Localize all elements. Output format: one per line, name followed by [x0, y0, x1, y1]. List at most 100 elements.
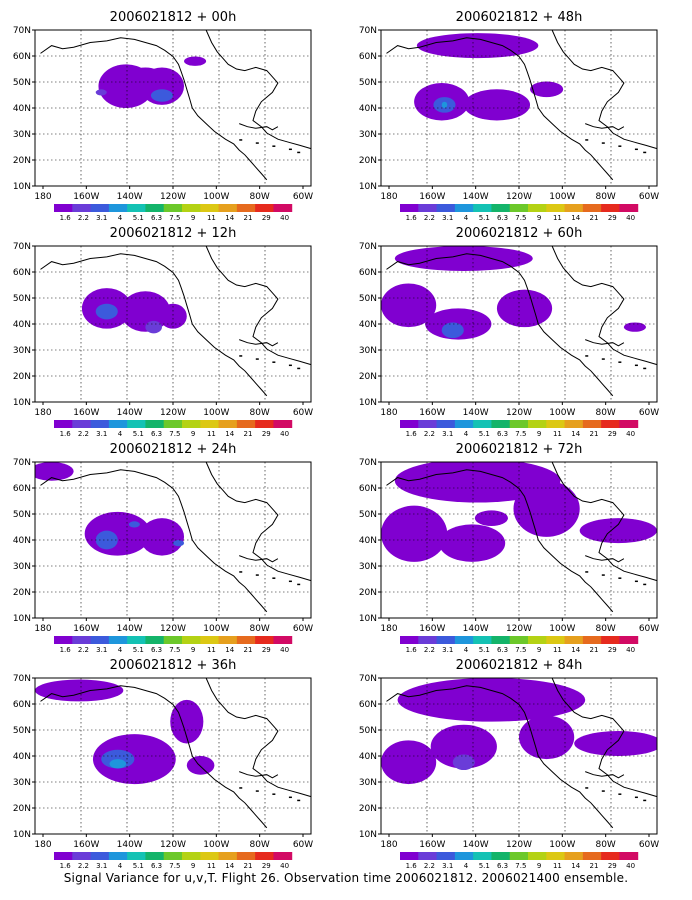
colorbar-swatch	[127, 852, 146, 860]
lat-label: 50N	[359, 294, 377, 304]
colorbar-swatch	[255, 204, 274, 212]
colorbar-swatch	[72, 636, 92, 644]
colorbar-label: 4	[118, 646, 123, 654]
lat-label: 50N	[359, 78, 377, 88]
colorbar: 1.6 2.2 3.1 4 5.1 6.3 7.5 9 11 14 21 29 40	[54, 636, 293, 654]
colorbar-swatch	[454, 636, 474, 644]
lon-label: 120W	[160, 840, 186, 850]
colorbar-swatch	[90, 852, 110, 860]
lat-label: 20N	[359, 588, 377, 598]
signal-field	[381, 246, 646, 340]
lon-label: 160W	[73, 192, 99, 202]
lon-label: 80W	[249, 624, 269, 634]
island	[601, 142, 605, 144]
variance-contour	[574, 731, 657, 756]
variance-contour	[463, 89, 531, 121]
island	[618, 145, 622, 147]
colorbar-label: 29	[262, 646, 271, 654]
colorbar-swatch	[509, 636, 529, 644]
lon-label: 120W	[506, 408, 532, 418]
lat-label: 20N	[359, 156, 377, 166]
colorbar-label: 7.5	[515, 646, 526, 654]
colorbar-label: 9	[191, 214, 195, 222]
colorbar-label: 29	[608, 862, 617, 870]
lat-label: 50N	[359, 726, 377, 736]
colorbar-label: 14	[225, 214, 234, 222]
lon-label: 180	[34, 624, 51, 634]
colorbar-label: 11	[553, 646, 562, 654]
colorbar-label: 40	[280, 214, 289, 222]
colorbar-label: 4	[464, 214, 469, 222]
colorbar-label: 40	[626, 646, 635, 654]
lon-label: 60W	[293, 408, 313, 418]
colorbar-label: 5.1	[479, 646, 490, 654]
figure-caption: Signal Variance for u,v,T. Flight 26. Ob…	[63, 871, 629, 885]
lat-label: 10N	[13, 182, 31, 192]
colorbar-label: 1.6	[60, 862, 72, 870]
colorbar-label: 5.1	[133, 214, 144, 222]
colorbar-swatch	[491, 636, 511, 644]
variance-contour	[170, 699, 204, 744]
coastline	[386, 37, 614, 181]
lon-label: 160W	[73, 408, 99, 418]
coastline	[551, 245, 658, 366]
colorbar: 1.6 2.2 3.1 4 5.1 6.3 7.5 9 11 14 21 29 40	[54, 852, 293, 870]
colorbar-swatch	[108, 852, 128, 860]
colorbar-swatch	[218, 636, 238, 644]
lat-label: 20N	[359, 804, 377, 814]
colorbar-swatch	[182, 204, 201, 212]
colorbar-swatch	[54, 204, 73, 212]
lon-label: 80W	[249, 408, 269, 418]
colorbar-label: 40	[626, 214, 635, 222]
coastline	[551, 29, 658, 150]
colorbar-swatch	[619, 636, 639, 644]
colorbar-label: 11	[207, 862, 216, 870]
colorbar-label: 9	[537, 214, 541, 222]
lon-label: 60W	[639, 624, 659, 634]
colorbar-swatch	[436, 852, 456, 860]
signal-field	[414, 33, 564, 121]
signal-field	[35, 679, 215, 785]
colorbar-label: 4	[118, 214, 123, 222]
lat-label: 50N	[13, 294, 31, 304]
variance-contour	[394, 246, 533, 271]
colorbar-swatch	[54, 420, 73, 428]
colorbar-swatch	[601, 636, 620, 644]
lat-label: 40N	[13, 752, 31, 762]
lon-label: 160W	[419, 624, 445, 634]
colorbar-swatch	[72, 420, 92, 428]
variance-contour	[513, 480, 580, 537]
colorbar-label: 11	[553, 862, 562, 870]
lat-label: 50N	[13, 726, 31, 736]
island	[601, 790, 605, 792]
colorbar-swatch	[418, 852, 438, 860]
coastline	[386, 469, 614, 613]
colorbar-swatch	[145, 636, 165, 644]
colorbar-label: 2.2	[424, 862, 435, 870]
panel-title: 2006021812 + 24h	[110, 442, 237, 457]
lon-label: 100W	[203, 840, 229, 850]
lat-label: 30N	[13, 778, 31, 788]
island	[601, 574, 605, 576]
island	[288, 580, 292, 583]
colorbar-label: 21	[590, 430, 599, 438]
lon-label: 80W	[249, 192, 269, 202]
lon-label: 100W	[203, 624, 229, 634]
lat-label: 40N	[13, 320, 31, 330]
colorbar-swatch	[491, 204, 511, 212]
colorbar-swatch	[163, 636, 183, 644]
colorbar-swatch	[473, 420, 492, 428]
variance-contour	[441, 322, 464, 339]
lon-label: 180	[34, 840, 51, 850]
island	[272, 793, 276, 795]
colorbar-label: 9	[537, 430, 541, 438]
coastline	[386, 685, 614, 829]
island	[239, 787, 243, 789]
colorbar-label: 40	[280, 430, 289, 438]
map-panel-p12: 2006021812 + 12h 70N 60N 50N 40N 30N 20N 10N180…	[13, 226, 313, 438]
colorbar-swatch	[582, 852, 602, 860]
panel-title: 2006021812 + 00h	[110, 10, 237, 25]
island	[297, 151, 301, 154]
colorbar-swatch	[182, 420, 201, 428]
